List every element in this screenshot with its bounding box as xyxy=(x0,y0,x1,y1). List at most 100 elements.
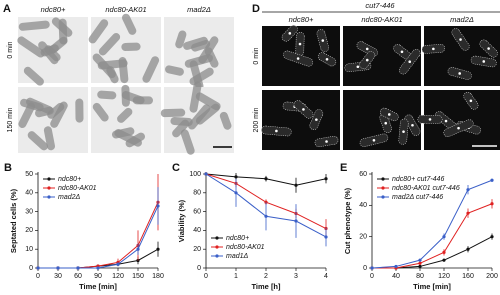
y-tick-label: 40 xyxy=(359,202,367,209)
spindle-signal xyxy=(384,121,388,125)
x-tick-label: 3 xyxy=(294,273,298,280)
data-point xyxy=(234,175,238,179)
legend-marker xyxy=(47,186,51,190)
x-tick-label: 180 xyxy=(152,273,164,280)
data-point xyxy=(442,258,446,262)
y-tick-label: 100 xyxy=(189,171,201,178)
spindle-signal xyxy=(296,57,300,60)
cell xyxy=(111,127,135,139)
y-axis-label: Cut phenotype (%) xyxy=(343,187,352,254)
y-tick-label: 20 xyxy=(193,246,201,253)
data-point xyxy=(294,219,298,223)
legend-label: mad2Δ xyxy=(58,194,81,201)
column-header: ndc80-AK01 xyxy=(105,5,146,14)
y-tick-label: 0 xyxy=(29,265,33,272)
data-point xyxy=(466,247,470,251)
y-tick-label: 20 xyxy=(25,227,33,234)
panel-label: C xyxy=(172,162,180,174)
spindle-signal xyxy=(325,57,329,61)
data-point xyxy=(204,172,208,176)
data-point xyxy=(294,183,298,187)
data-point xyxy=(370,266,374,270)
x-axis-label: Time [min] xyxy=(413,282,451,291)
spindle-signal xyxy=(444,119,448,123)
column-header: ndc80+ xyxy=(41,5,66,14)
cell xyxy=(27,131,48,151)
spindle-signal xyxy=(408,60,412,64)
spindle-signal xyxy=(432,47,435,51)
x-tick-label: 0 xyxy=(36,273,40,280)
cell xyxy=(121,91,145,105)
legend-marker xyxy=(381,195,385,199)
panel-title: cut7-446 xyxy=(365,1,395,10)
cell xyxy=(58,18,68,45)
data-point xyxy=(418,264,422,269)
cell xyxy=(92,102,109,122)
legend-marker xyxy=(215,254,219,258)
row-label: 150 min xyxy=(7,107,14,132)
cell xyxy=(195,92,221,111)
series-line xyxy=(38,201,159,269)
row-label: 0 min xyxy=(7,41,14,58)
legend-label: ndc80+ cut7-446 xyxy=(392,176,444,183)
micrographs xyxy=(17,13,500,155)
spindle-signal xyxy=(487,47,490,50)
spindle-signal xyxy=(482,60,486,63)
data-point xyxy=(264,200,268,204)
spindle-signal xyxy=(458,72,461,75)
cell xyxy=(75,98,84,123)
data-point xyxy=(466,188,470,192)
y-tick-label: 30 xyxy=(25,208,33,215)
micrograph xyxy=(261,90,340,150)
spindle-signal xyxy=(302,108,305,111)
legend-marker xyxy=(381,186,385,190)
cell xyxy=(92,53,116,79)
spindle-signal xyxy=(365,58,369,62)
y-tick-label: 0 xyxy=(197,265,201,272)
data-point xyxy=(418,261,422,265)
cell xyxy=(38,41,59,65)
data-point xyxy=(76,266,80,270)
legend-label: ndc80+ xyxy=(226,235,249,242)
x-tick-label: 0 xyxy=(204,273,208,280)
data-point xyxy=(394,264,398,269)
cell xyxy=(88,19,109,44)
micrograph xyxy=(17,17,88,86)
cell xyxy=(142,56,160,83)
spindle-signal xyxy=(457,126,460,130)
y-tick-label: 0 xyxy=(363,265,367,272)
cell xyxy=(50,101,68,128)
legend-label: ndc80-AK01 xyxy=(226,244,265,251)
column-header: mad2Δ xyxy=(187,5,211,14)
spindle-signal xyxy=(428,118,432,121)
x-tick-label: 150 xyxy=(132,273,144,280)
spindle-signal xyxy=(402,130,405,133)
data-point xyxy=(264,177,268,181)
spindle-signal xyxy=(288,32,292,35)
cell xyxy=(189,67,214,86)
x-tick-label: 1 xyxy=(234,273,238,280)
x-tick-label: 2 xyxy=(264,273,268,280)
series-line xyxy=(372,236,493,269)
spindle-signal xyxy=(365,47,369,51)
cell xyxy=(122,13,137,35)
spindle-signal xyxy=(372,138,376,142)
spindle-signal xyxy=(411,123,414,127)
cell xyxy=(121,42,141,51)
micrograph xyxy=(160,81,234,155)
x-tick-label: 120 xyxy=(438,273,450,280)
y-tick-label: 40 xyxy=(25,190,33,197)
panel-label: A xyxy=(3,3,11,15)
x-tick-label: 90 xyxy=(94,273,102,280)
cell xyxy=(17,36,45,58)
micrograph xyxy=(421,26,500,86)
row-label: 0 min xyxy=(253,47,260,64)
spindle-signal xyxy=(298,42,302,46)
micrograph xyxy=(18,87,88,153)
data-point xyxy=(96,266,100,270)
column-header: ndc80+ xyxy=(289,15,314,24)
micrograph xyxy=(343,90,421,150)
cell xyxy=(43,126,55,151)
micrograph xyxy=(343,26,421,86)
